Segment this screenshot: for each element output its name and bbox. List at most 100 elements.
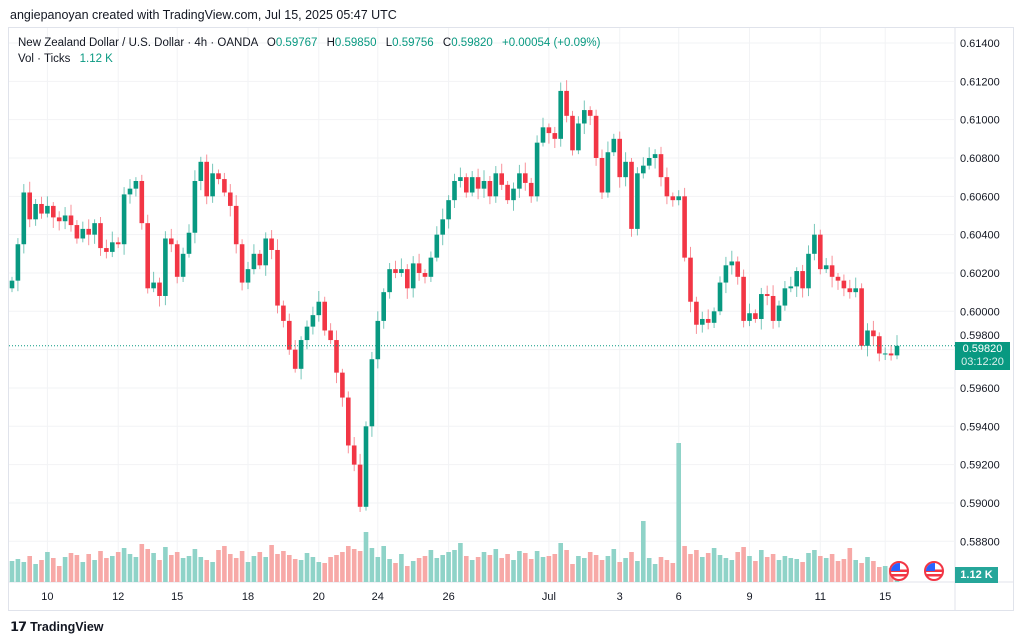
candle-body (523, 173, 528, 183)
candle-body (593, 115, 599, 158)
candle-body (186, 232, 192, 254)
candle-body (174, 244, 180, 277)
price-tick-label: 0.59000 (960, 498, 1000, 510)
candle-body (21, 192, 27, 245)
volume-bar (363, 532, 369, 582)
volume-bar (469, 560, 475, 582)
us-flag-event-icon[interactable] (889, 561, 909, 581)
candle-body (582, 110, 587, 124)
candle-body (340, 372, 345, 398)
time-tick-label: 3 (617, 591, 623, 603)
candle-body (782, 288, 788, 306)
volume-bar (871, 561, 876, 582)
volume-label[interactable]: Vol · Ticks (18, 53, 71, 65)
volume-bar (174, 552, 180, 582)
volume-bar (705, 553, 711, 582)
volume-bar (281, 551, 286, 582)
volume-bar (882, 566, 888, 582)
candle-body (245, 269, 251, 283)
candle-body (346, 397, 351, 446)
volume-bar (788, 558, 794, 582)
symbol-title[interactable]: New Zealand Dollar / U.S. Dollar · 4h · … (18, 37, 258, 49)
candle-body (694, 301, 699, 325)
candle-body (735, 261, 740, 277)
candle-body (399, 269, 404, 273)
candle-body (387, 269, 392, 293)
candle-body (151, 282, 156, 289)
time-tick-label: 26 (442, 591, 454, 603)
volume-bar (9, 561, 15, 582)
candle-body (700, 318, 705, 325)
us-flag-event-icon[interactable] (924, 561, 944, 581)
candle-body (92, 223, 97, 235)
volume-bar (428, 550, 434, 582)
volume-bar (523, 553, 528, 582)
volume-bar (570, 564, 575, 582)
candle-body (800, 271, 805, 289)
candle-body (741, 276, 746, 321)
candle-body (287, 320, 292, 350)
volume-bar (115, 552, 121, 582)
candle-body (558, 90, 563, 139)
volume-bar (611, 549, 617, 582)
candle-body (322, 301, 327, 331)
candle-body (440, 219, 445, 235)
volume-bar (62, 557, 68, 582)
volume-bar (328, 557, 333, 582)
candle-body (104, 248, 109, 252)
candle-body (127, 188, 133, 195)
low-value: 0.59756 (392, 37, 434, 49)
high-label: H (326, 37, 335, 49)
close-value: 0.59820 (451, 37, 493, 49)
candle-body (823, 265, 829, 270)
chart-credit: angiepanoyan created with TradingView.co… (10, 8, 397, 22)
candle-body (210, 173, 215, 197)
volume-bar (576, 556, 581, 582)
candle-body (528, 182, 534, 197)
bar-countdown: 03:12:20 (961, 356, 1004, 368)
candle-body (169, 238, 174, 245)
volume-bar (877, 567, 882, 582)
candle-body (511, 188, 516, 201)
volume-bar (505, 554, 510, 582)
candle-body (39, 203, 44, 214)
time-tick-label: 18 (242, 591, 254, 603)
price-tick-label: 0.59600 (960, 383, 1000, 395)
volume-bar (841, 559, 847, 582)
volume-bar (552, 554, 558, 582)
volume-bar (528, 559, 534, 582)
current-price: 0.59820 (962, 343, 1003, 355)
candle-body (847, 288, 853, 293)
time-tick-label: 9 (746, 591, 752, 603)
volume-bar (68, 553, 74, 582)
volume-bar (216, 550, 221, 582)
volume-bar (45, 552, 50, 582)
low-label: L (385, 37, 393, 49)
volume-bar (818, 556, 823, 582)
volume-bar (853, 560, 858, 582)
chart-legend: New Zealand Dollar / U.S. Dollar · 4h · … (18, 35, 600, 67)
volume-bar (275, 554, 280, 582)
candle-body (652, 154, 658, 158)
candle-body (110, 242, 115, 252)
candle-body (853, 288, 858, 293)
symbol-legend-row: New Zealand Dollar / U.S. Dollar · 4h · … (18, 35, 600, 51)
volume-bar (452, 550, 457, 582)
candle-body (239, 244, 245, 283)
candle-body (776, 305, 782, 321)
candle-body (251, 253, 257, 270)
volume-bar (676, 443, 681, 582)
volume-bar (582, 558, 587, 582)
volume-bar (540, 557, 546, 582)
volume-bar (228, 554, 233, 582)
volume-bar (593, 555, 599, 582)
candle-body (587, 110, 593, 116)
volume-bar (670, 563, 676, 582)
time-tick-label: 12 (112, 591, 124, 603)
volume-bar (375, 557, 381, 582)
volume-bar (56, 566, 62, 582)
open-value: 0.59767 (275, 37, 318, 49)
price-tick-label: 0.61000 (960, 115, 1000, 127)
tradingview-logo[interactable]: 𝟭𝟳 TradingView (10, 619, 104, 635)
